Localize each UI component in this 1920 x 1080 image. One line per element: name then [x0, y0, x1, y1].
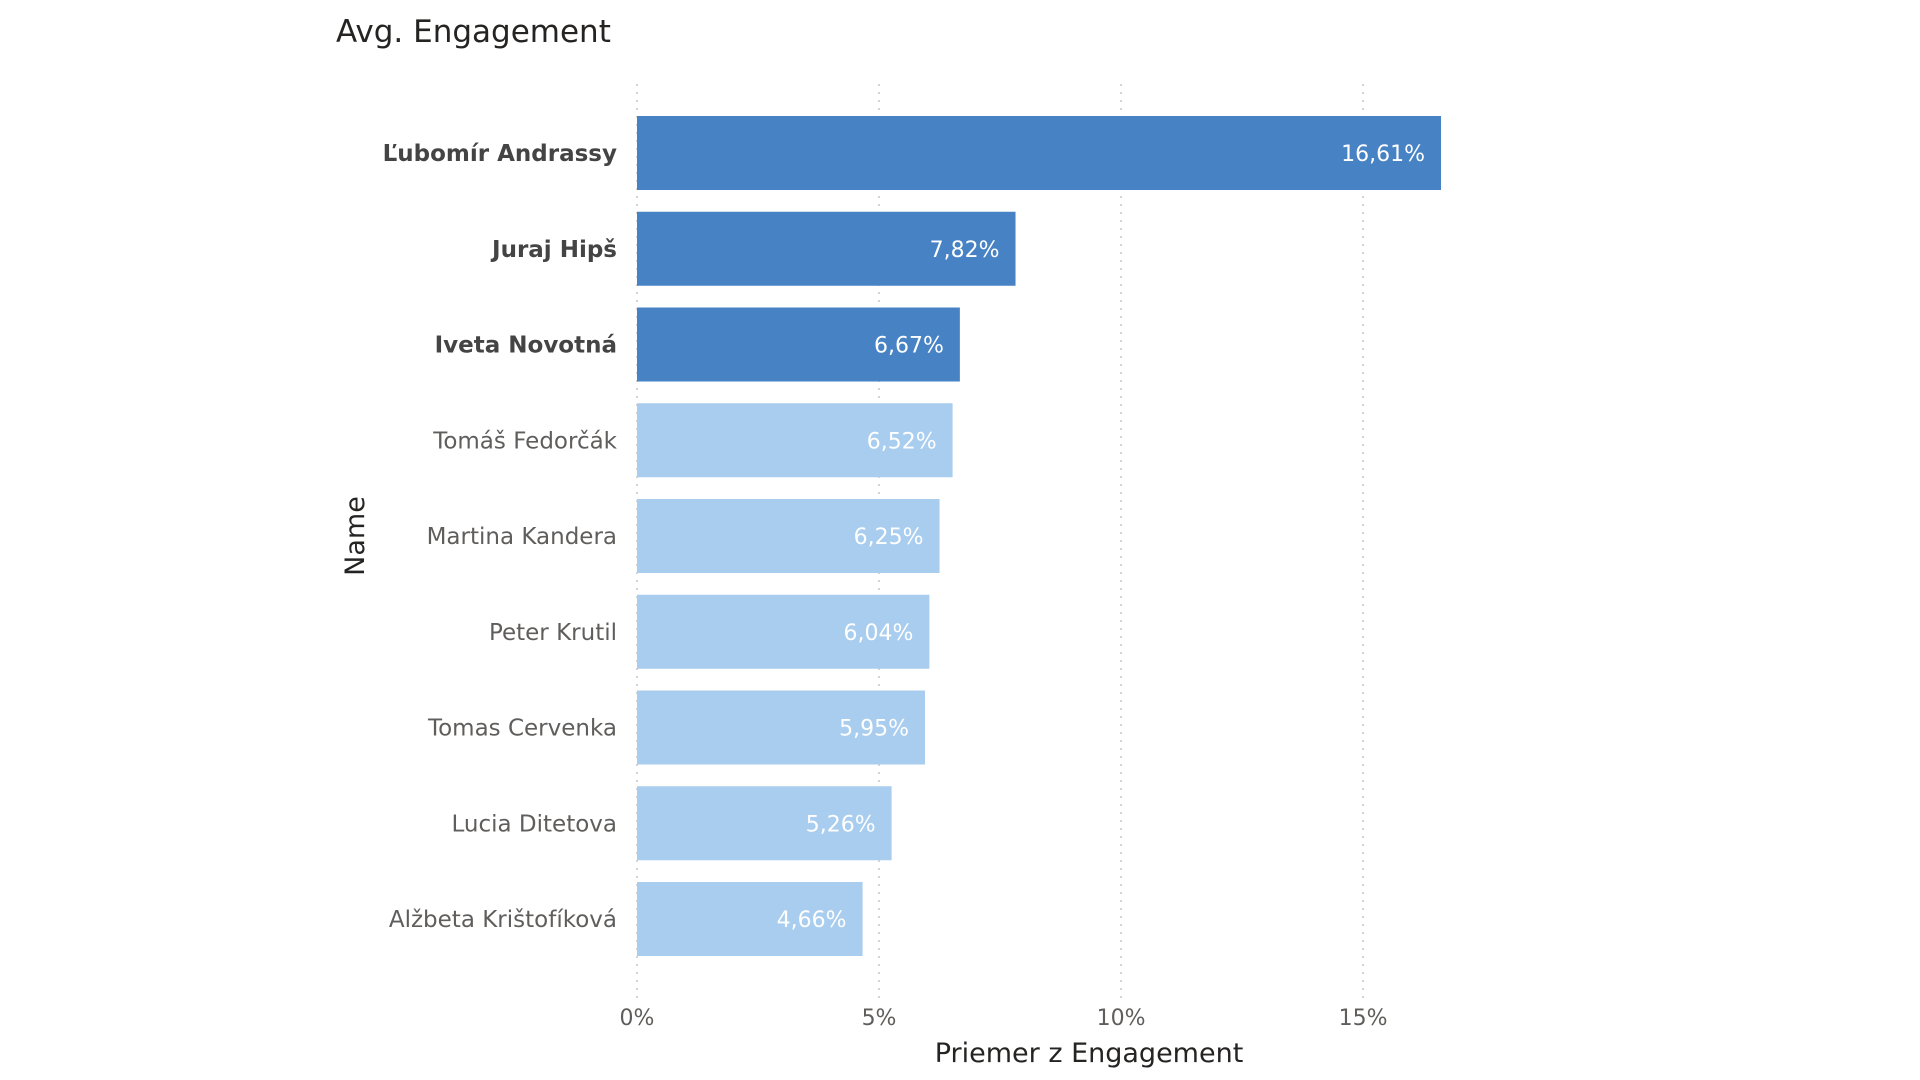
- data-label: 4,66%: [777, 908, 847, 933]
- data-label: 5,95%: [839, 717, 909, 742]
- x-tick-label: 0%: [620, 1006, 655, 1031]
- x-tick-label: 15%: [1339, 1006, 1388, 1031]
- bar[interactable]: [637, 307, 960, 382]
- x-axis-ticks: 0% 5% 10% 15%: [620, 1006, 1388, 1031]
- category-label: Peter Krutil: [489, 620, 617, 646]
- category-label: Martina Kandera: [427, 524, 617, 550]
- data-label: 6,67%: [874, 334, 944, 359]
- bar[interactable]: [637, 690, 926, 765]
- data-label: 5,26%: [806, 812, 876, 837]
- bar[interactable]: [637, 786, 892, 861]
- bar[interactable]: [637, 499, 940, 573]
- category-label: Tomáš Fedorčák: [432, 428, 617, 454]
- category-label: Juraj Hipš: [490, 237, 617, 263]
- category-label: Lucia Ditetova: [452, 811, 618, 837]
- bar[interactable]: [637, 116, 1441, 190]
- bar[interactable]: [637, 211, 1016, 286]
- x-axis-title: Priemer z Engagement: [935, 1038, 1244, 1069]
- data-label: 6,25%: [854, 525, 924, 550]
- x-tick-label: 10%: [1097, 1006, 1146, 1031]
- bar[interactable]: [637, 594, 930, 669]
- bar[interactable]: [637, 403, 953, 478]
- data-label: 6,52%: [867, 429, 937, 454]
- bars: 16,61% 7,82% 6,67% 6,52% 6,25% 6,04% 5,95% 5,26…: [637, 116, 1441, 956]
- bar[interactable]: [637, 882, 863, 956]
- category-label: Ľubomír Andrassy: [383, 141, 617, 167]
- category-label: Iveta Novotná: [435, 333, 617, 359]
- chart-title: Avg. Engagement: [336, 14, 611, 50]
- data-label: 16,61%: [1341, 142, 1425, 167]
- category-labels: Ľubomír Andrassy Juraj Hipš Iveta Novotná T…: [383, 141, 618, 933]
- data-label: 7,82%: [930, 238, 1000, 263]
- data-label: 6,04%: [843, 621, 913, 646]
- x-tick-label: 5%: [862, 1006, 897, 1031]
- y-axis-title: Name: [340, 496, 371, 576]
- category-label: Tomas Cervenka: [427, 716, 617, 742]
- category-label: Alžbeta Krištofíková: [389, 907, 617, 933]
